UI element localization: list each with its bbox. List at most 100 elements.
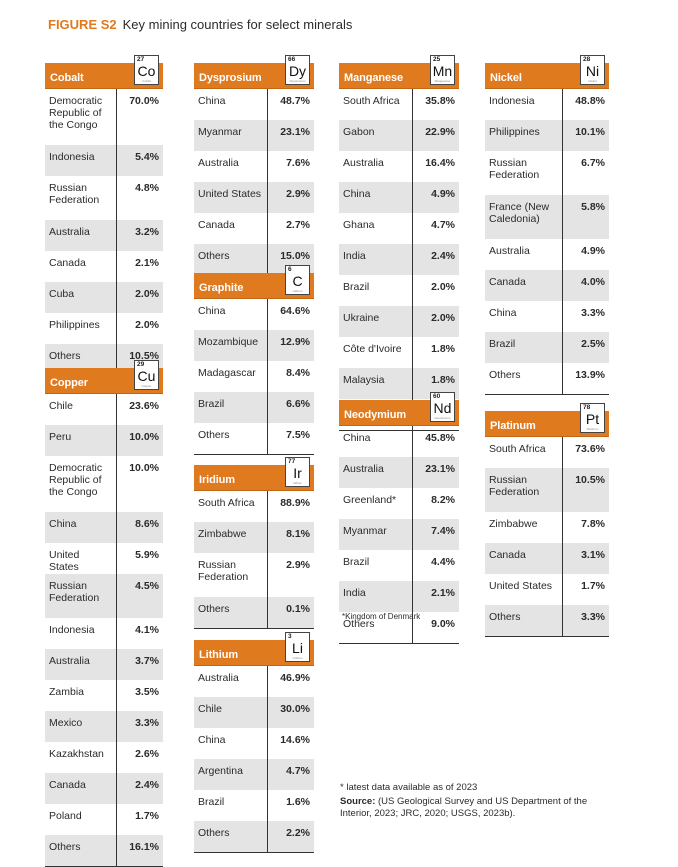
mineral-name: Platinum bbox=[490, 420, 536, 432]
share-cell: 0.1% bbox=[267, 597, 314, 629]
country-cell: China bbox=[339, 182, 413, 213]
mineral-name: Lithium bbox=[199, 649, 239, 661]
country-share-table: Australia 46.9% Chile 30.0% China 14.6% Argent… bbox=[194, 666, 314, 853]
country-cell: Russian Federation bbox=[49, 182, 100, 206]
table-row: Canada 2.7% bbox=[194, 213, 314, 244]
share-cell: 3.2% bbox=[116, 220, 163, 251]
country-cell: Zimbabwe bbox=[489, 518, 538, 530]
country-cell: Others bbox=[194, 597, 268, 629]
table-row: Cuba 2.0% bbox=[45, 282, 163, 313]
table-row: South Africa 35.8% bbox=[339, 89, 459, 120]
mineral-table-copper: Copper 29 Cu Copper Chile 23.6% Peru 10.0% Democ… bbox=[45, 360, 163, 867]
country-cell: Russian Federation bbox=[485, 468, 563, 512]
share-cell: 13.9% bbox=[562, 363, 609, 395]
share-cell: 7.5% bbox=[267, 423, 314, 455]
share-cell: 10.0% bbox=[116, 456, 163, 512]
mineral-table-manganese: Manganese 25 Mn Manganese South Africa 35.8% G… bbox=[339, 55, 459, 431]
country-cell: Argentina bbox=[194, 759, 268, 790]
mineral-name: Nickel bbox=[490, 72, 522, 84]
table-row: Others 16.1% bbox=[45, 835, 163, 867]
element-tile-icon: 27 Co Cobalt bbox=[134, 55, 159, 85]
table-row: China 45.8% bbox=[339, 426, 459, 457]
share-cell: 3.3% bbox=[116, 711, 163, 742]
mineral-table-graphite: Graphite 6 C Carbon China 64.6% Mozambique 12.9… bbox=[194, 265, 314, 455]
country-cell: Mozambique bbox=[194, 330, 268, 361]
table-row: South Africa 88.9% bbox=[194, 491, 314, 522]
table-row: Democratic Republic of the Congo 70.0% bbox=[45, 89, 163, 145]
mineral-table-platinum: Platinum 78 Pt Platinum South Africa 73.6% Rus… bbox=[485, 403, 609, 637]
country-cell: Brazil bbox=[343, 281, 370, 293]
share-cell: 2.4% bbox=[412, 244, 459, 275]
share-cell: 35.8% bbox=[412, 89, 459, 120]
share-cell: 12.9% bbox=[267, 330, 314, 361]
table-row: Canada 2.4% bbox=[45, 773, 163, 804]
country-cell: China bbox=[45, 512, 117, 543]
table-row: China 64.6% bbox=[194, 299, 314, 330]
share-cell: 46.9% bbox=[267, 666, 314, 697]
share-cell: 7.6% bbox=[267, 151, 314, 182]
element-tile-icon: 6 C Carbon bbox=[285, 265, 310, 295]
table-row: Gabon 22.9% bbox=[339, 120, 459, 151]
share-cell: 2.0% bbox=[412, 275, 459, 306]
atomic-number: 25 bbox=[433, 56, 441, 63]
country-cell: Australia bbox=[489, 245, 530, 257]
table-row: Indonesia 48.8% bbox=[485, 89, 609, 120]
country-cell: China bbox=[198, 305, 226, 317]
share-cell: 8.1% bbox=[267, 522, 314, 553]
share-cell: 23.1% bbox=[267, 120, 314, 151]
country-cell: Indonesia bbox=[45, 145, 117, 176]
table-row: Kazakhstan 2.6% bbox=[45, 742, 163, 773]
country-cell: Australia bbox=[343, 157, 384, 169]
share-cell: 3.5% bbox=[116, 680, 163, 711]
share-cell: 45.8% bbox=[412, 426, 459, 457]
share-cell: 4.7% bbox=[267, 759, 314, 790]
share-cell: 4.9% bbox=[412, 182, 459, 213]
mineral-header: Manganese 25 Mn Manganese bbox=[339, 55, 459, 89]
country-cell: Democratic Republic of the Congo bbox=[49, 95, 103, 131]
country-cell: Brazil bbox=[198, 796, 225, 808]
country-cell: Australia bbox=[45, 220, 117, 251]
share-cell: 3.7% bbox=[116, 649, 163, 680]
table-row: Canada 4.0% bbox=[485, 270, 609, 301]
country-cell: Brazil bbox=[343, 556, 370, 568]
country-cell: Brazil bbox=[194, 392, 268, 423]
country-share-table: South Africa 35.8% Gabon 22.9% Australia 16.4… bbox=[339, 89, 459, 431]
country-share-table: South Africa 88.9% Zimbabwe 8.1% Russian Fed… bbox=[194, 491, 314, 629]
table-row: Australia 16.4% bbox=[339, 151, 459, 182]
country-cell: Peru bbox=[45, 425, 117, 456]
element-tile-icon: 78 Pt Platinum bbox=[580, 403, 605, 433]
element-symbol: Dy bbox=[288, 63, 307, 79]
country-cell: South Africa bbox=[489, 443, 546, 455]
mineral-name: Cobalt bbox=[50, 72, 84, 84]
share-cell: 4.5% bbox=[116, 574, 163, 618]
table-row: Brazil 4.4% bbox=[339, 550, 459, 581]
element-name: Nickel bbox=[588, 79, 597, 83]
element-symbol: Pt bbox=[585, 411, 600, 427]
table-row: Brazil 6.6% bbox=[194, 392, 314, 423]
table-row: Australia 7.6% bbox=[194, 151, 314, 182]
table-row: Philippines 2.0% bbox=[45, 313, 163, 344]
element-tile-icon: 66 Dy Dysprosium bbox=[285, 55, 310, 85]
country-cell: Kazakhstan bbox=[49, 748, 104, 760]
share-cell: 8.2% bbox=[412, 488, 459, 519]
country-cell: China bbox=[489, 307, 517, 319]
element-tile-icon: 60 Nd Neodymium bbox=[430, 392, 455, 422]
country-cell: Madagascar bbox=[198, 367, 256, 379]
table-row: Brazil 2.0% bbox=[339, 275, 459, 306]
table-row: Myanmar 7.4% bbox=[339, 519, 459, 550]
country-cell: India bbox=[339, 244, 413, 275]
mineral-table-neodymium: Neodymium 60 Nd Neodymium China 45.8% Australi… bbox=[339, 392, 459, 644]
country-cell: South Africa bbox=[343, 95, 400, 107]
country-cell: Democratic Republic of the Congo bbox=[49, 462, 103, 498]
table-row: Indonesia 4.1% bbox=[45, 618, 163, 649]
country-cell: Zambia bbox=[49, 686, 85, 698]
table-row: Others 13.9% bbox=[485, 363, 609, 395]
table-row: Zimbabwe 7.8% bbox=[485, 512, 609, 543]
country-cell: Russian Federation bbox=[198, 559, 249, 583]
mineral-name: Iridium bbox=[199, 474, 235, 486]
share-cell: 2.0% bbox=[116, 313, 163, 344]
table-row: China 8.6% bbox=[45, 512, 163, 543]
share-cell: 9.0% bbox=[412, 612, 459, 644]
country-cell: Myanmar bbox=[194, 120, 268, 151]
mineral-name: Copper bbox=[50, 377, 88, 389]
